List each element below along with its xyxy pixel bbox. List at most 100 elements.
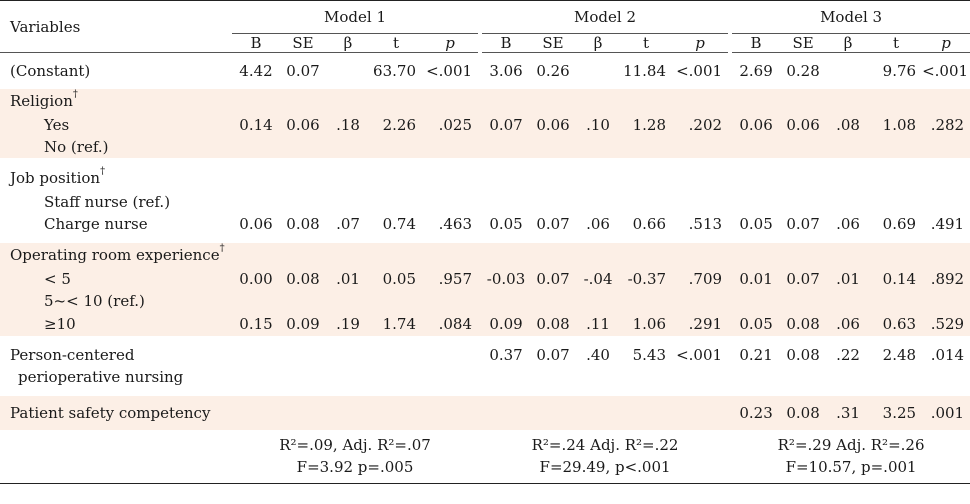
row-label: No (ref.) <box>0 135 970 158</box>
cell: 4.42 <box>239 61 273 80</box>
cell: .40 <box>586 345 610 364</box>
cell: <.001 <box>922 61 969 80</box>
model3-fit: R²=.29 Adj. R²=.26 F=10.57, p=.001 <box>732 429 970 484</box>
cell: 1.06 <box>620 311 673 336</box>
model1-r2: R²=.09, Adj. R²=.07 <box>279 436 431 455</box>
cell: 2.69 <box>739 61 773 80</box>
col-t: t <box>620 33 673 53</box>
col-t: t <box>870 33 923 53</box>
dagger-mark: † <box>219 243 225 254</box>
cell: 0.14 <box>232 113 280 136</box>
cell: .084 <box>422 311 479 336</box>
cell: .18 <box>326 113 370 136</box>
cell: 63.70 <box>373 61 416 80</box>
table-row-or-experience: Operating room experience† <box>0 242 970 268</box>
cell: 0.07 <box>780 267 827 290</box>
table-row-job-position: Job position† <box>0 166 970 191</box>
cell: <.001 <box>676 61 723 80</box>
cell: .22 <box>836 345 860 364</box>
table-row-lt5: < 5 0.00 0.08 .01 0.05 .957 -0.03 0.07 -… <box>0 267 970 290</box>
cell: 0.74 <box>382 214 416 233</box>
cell: .06 <box>826 311 871 336</box>
cell: .957 <box>422 267 479 290</box>
cell: 0.06 <box>780 113 827 136</box>
cell: .709 <box>672 267 729 290</box>
cell <box>326 53 370 89</box>
col-se: SE <box>780 33 827 53</box>
cell: 0.37 <box>489 345 523 364</box>
cell: .19 <box>326 311 370 336</box>
table-row-person-centered-cont: perioperative nursing <box>0 366 970 388</box>
cell: .892 <box>922 267 970 290</box>
table-row-person-centered: Person-centered 0.37 0.07 .40 5.43 <.001… <box>0 344 970 366</box>
col-p: p <box>672 33 729 53</box>
cell: 0.05 <box>489 214 523 233</box>
table-row-constant: (Constant) 4.42 0.07 63.70 <.001 3.06 0.… <box>0 53 970 89</box>
model3-r2: R²=.29 Adj. R²=.26 <box>777 436 925 455</box>
cell: 3.25 <box>870 395 923 430</box>
col-p: p <box>922 33 970 53</box>
cell: .06 <box>836 214 860 233</box>
cell: .491 <box>930 214 965 233</box>
header-row-columns: B SE β t p B SE β t p B SE β t p <box>0 33 970 53</box>
header-row-models: Variables Model 1 Model 2 Model 3 <box>0 0 970 53</box>
cell: 0.07 <box>536 214 570 233</box>
table-row-staff-nurse: Staff nurse (ref.) <box>0 191 970 213</box>
cell: .01 <box>826 267 871 290</box>
dagger-mark: † <box>100 166 106 177</box>
cell: 0.07 <box>536 345 570 364</box>
cell: 0.07 <box>530 267 577 290</box>
cell: .001 <box>922 395 970 430</box>
dagger-mark: † <box>72 89 78 100</box>
cell: 0.08 <box>286 214 320 233</box>
cell: .01 <box>326 267 370 290</box>
col-beta: β <box>576 33 621 53</box>
cell: .11 <box>576 311 621 336</box>
model1-f: F=3.92 p=.005 <box>296 458 414 477</box>
cell: 0.15 <box>232 311 280 336</box>
cell: 0.09 <box>280 311 326 336</box>
cell: 0.05 <box>739 214 773 233</box>
variables-header: Variables <box>0 0 232 53</box>
model1-fit: R²=.09, Adj. R²=.07 F=3.92 p=.005 <box>232 429 479 484</box>
model2-fit: R²=.24 Adj. R²=.22 F=29.49, p<.001 <box>482 429 729 484</box>
cell: -.04 <box>576 267 621 290</box>
cell: 0.23 <box>732 395 781 430</box>
model3-header: Model 3 <box>732 0 970 34</box>
col-b: B <box>232 33 280 53</box>
cell: 9.76 <box>882 61 917 80</box>
cell: .31 <box>826 395 871 430</box>
row-label: ≥10 <box>0 311 232 336</box>
model2-f: F=29.49, p<.001 <box>539 458 671 477</box>
table-row-ge10: ≥10 0.15 0.09 .19 1.74 .084 0.09 0.08 .1… <box>0 311 970 336</box>
cell: 0.66 <box>632 214 667 233</box>
cell: 3.06 <box>489 61 523 80</box>
model2-r2: R²=.24 Adj. R²=.22 <box>531 436 679 455</box>
col-p: p <box>422 33 479 53</box>
regression-table: Variables Model 1 Model 2 Model 3 B SE β… <box>0 0 970 484</box>
table-row-5-10-ref: 5~< 10 (ref.) <box>0 289 970 312</box>
cell: .06 <box>586 214 610 233</box>
cell: 2.26 <box>370 113 422 136</box>
row-label: Job position <box>10 169 101 187</box>
cell: 2.48 <box>882 345 917 364</box>
cell: 5.43 <box>632 345 667 364</box>
cell: 0.08 <box>786 345 820 364</box>
col-beta: β <box>826 33 871 53</box>
cell: .10 <box>576 113 621 136</box>
col-beta: β <box>326 33 370 53</box>
cell: 0.21 <box>739 345 773 364</box>
model3-f: F=10.57, p=.001 <box>785 458 917 477</box>
cell: 0.09 <box>482 311 531 336</box>
col-t: t <box>370 33 422 53</box>
cell: <.001 <box>676 345 723 364</box>
cell: 0.07 <box>482 113 531 136</box>
cell: 0.08 <box>780 395 827 430</box>
row-label: (Constant) <box>10 61 91 80</box>
cell: .529 <box>922 311 970 336</box>
cell: 0.06 <box>280 113 326 136</box>
cell: 0.14 <box>870 267 923 290</box>
table-row-religion: Religion† <box>0 88 970 114</box>
col-se: SE <box>530 33 577 53</box>
row-label: Person-centered <box>10 345 135 364</box>
